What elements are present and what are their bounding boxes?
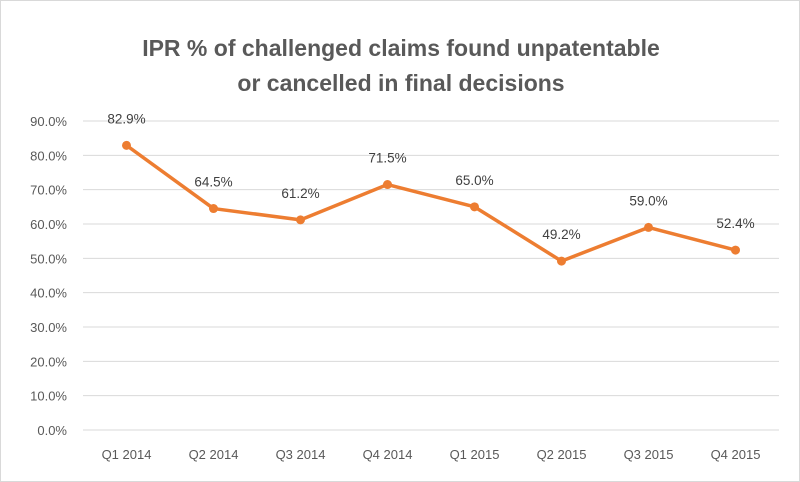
data-label: 82.9% xyxy=(107,111,145,126)
y-tick-label: 40.0% xyxy=(30,286,67,301)
data-label: 52.4% xyxy=(716,216,754,231)
y-tick-label: 90.0% xyxy=(30,114,67,129)
data-label: 64.5% xyxy=(194,175,232,190)
y-tick-label: 60.0% xyxy=(30,217,67,232)
y-tick-label: 50.0% xyxy=(30,251,67,266)
x-tick-label: Q2 2014 xyxy=(189,447,239,462)
data-point xyxy=(557,256,566,266)
data-label: 71.5% xyxy=(368,151,406,166)
x-tick-label: Q4 2015 xyxy=(711,447,761,462)
y-tick-label: 80.0% xyxy=(30,148,67,163)
data-point xyxy=(470,202,479,212)
data-point xyxy=(209,204,218,214)
chart-title-line-1: IPR % of challenged claims found unpaten… xyxy=(142,35,660,61)
x-tick-label: Q1 2015 xyxy=(450,447,500,462)
data-label: 49.2% xyxy=(542,227,580,242)
data-point xyxy=(644,222,653,232)
y-tick-label: 30.0% xyxy=(30,320,67,335)
data-label: 61.2% xyxy=(281,186,319,201)
data-point xyxy=(383,180,392,190)
data-point xyxy=(122,140,131,150)
data-point xyxy=(296,215,305,225)
x-tick-label: Q3 2015 xyxy=(624,447,674,462)
y-tick-label: 20.0% xyxy=(30,354,67,369)
series-line xyxy=(125,143,736,263)
data-label: 65.0% xyxy=(455,173,493,188)
x-tick-label: Q2 2015 xyxy=(537,447,587,462)
data-label: 59.0% xyxy=(629,193,667,208)
x-tick-label: Q1 2014 xyxy=(102,447,152,462)
x-tick-label: Q3 2014 xyxy=(276,447,326,462)
y-tick-label: 0.0% xyxy=(37,423,67,438)
data-point xyxy=(731,245,740,255)
chart-title-line-2: or cancelled in final decisions xyxy=(237,70,564,96)
y-tick-label: 70.0% xyxy=(30,183,67,198)
x-tick-label: Q4 2014 xyxy=(363,447,413,462)
y-tick-label: 10.0% xyxy=(30,389,67,404)
